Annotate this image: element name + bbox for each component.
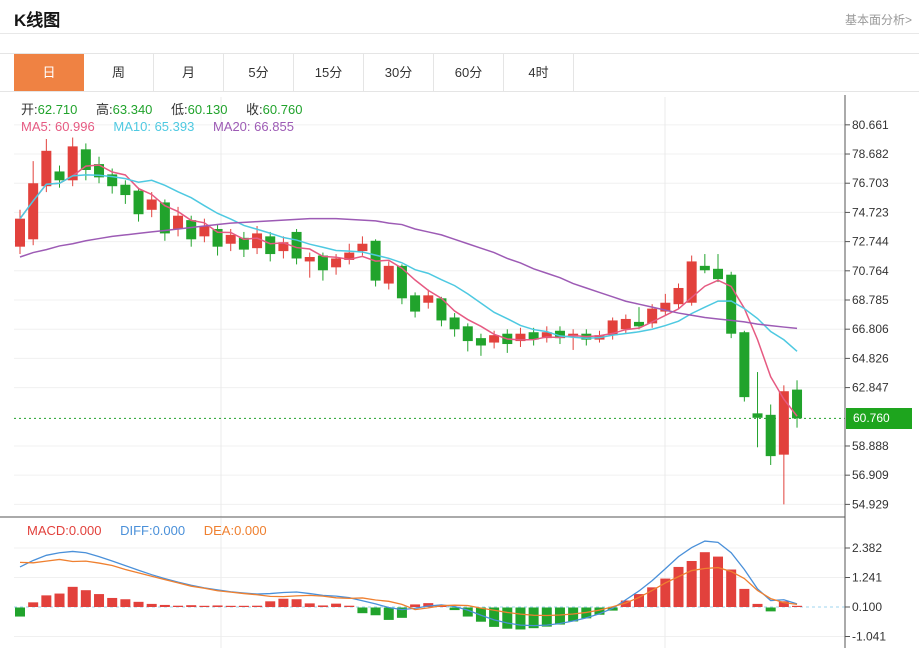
macd-chart[interactable]: 2.382 1.241 0.100 -1.041 <box>0 518 919 648</box>
open-value: 62.710 <box>37 102 78 117</box>
tab-month[interactable]: 月 <box>154 54 224 91</box>
svg-text:72.744: 72.744 <box>852 235 889 249</box>
close-value: 60.760 <box>262 102 303 117</box>
svg-text:68.785: 68.785 <box>852 293 889 307</box>
period-tabbar: 日 周 月 5分 15分 30分 60分 4时 <box>0 53 919 92</box>
main-candlestick-chart[interactable]: 80.661 78.682 76.703 74.723 72.744 70.764 68.7… <box>0 95 919 518</box>
svg-text:1.241: 1.241 <box>852 571 882 585</box>
ma5-readout: MA5: 60.996 <box>21 119 95 134</box>
svg-text:78.682: 78.682 <box>852 147 889 161</box>
page-title: K线图 <box>14 11 61 30</box>
ma-readout: MA5: 60.996 MA10: 65.393 MA20: 66.855 <box>21 119 309 134</box>
svg-text:-1.041: -1.041 <box>852 629 886 643</box>
high-value: 63.340 <box>112 102 153 117</box>
header-divider <box>0 33 919 34</box>
low-value: 60.130 <box>187 102 228 117</box>
svg-text:70.764: 70.764 <box>852 264 889 278</box>
ma20-readout: MA20: 66.855 <box>212 119 294 134</box>
tab-15min[interactable]: 15分 <box>294 54 364 91</box>
svg-text:74.723: 74.723 <box>852 205 889 219</box>
tab-30min[interactable]: 30分 <box>364 54 434 91</box>
svg-text:54.929: 54.929 <box>852 497 889 511</box>
svg-text:0.100: 0.100 <box>852 600 882 614</box>
close-label: 收: <box>246 102 263 117</box>
svg-text:80.661: 80.661 <box>852 118 889 132</box>
diff-value-readout: DIFF:0.000 <box>120 523 186 538</box>
svg-text:64.826: 64.826 <box>852 351 889 365</box>
macd-readout: MACD:0.000 DIFF:0.000 DEA:0.000 <box>27 523 282 538</box>
tab-week[interactable]: 周 <box>84 54 154 91</box>
fundamental-analysis-link[interactable]: 基本面分析> <box>844 13 912 27</box>
tab-60min[interactable]: 60分 <box>434 54 504 91</box>
current-price-badge: 60.760 <box>846 408 912 429</box>
ohlc-readout: 开:62.710 高:63.340 低:60.130 收:60.760 <box>21 99 317 118</box>
macd-value-readout: MACD:0.000 <box>27 523 102 538</box>
low-label: 低: <box>171 102 188 117</box>
tab-4hour[interactable]: 4时 <box>504 54 574 91</box>
open-label: 开: <box>21 102 38 117</box>
tab-5min[interactable]: 5分 <box>224 54 294 91</box>
ma10-readout: MA10: 65.393 <box>113 119 195 134</box>
high-label: 高: <box>96 102 113 117</box>
svg-text:2.382: 2.382 <box>852 541 882 555</box>
dea-value-readout: DEA:0.000 <box>203 523 267 538</box>
svg-text:56.909: 56.909 <box>852 468 889 482</box>
svg-text:76.703: 76.703 <box>852 176 889 190</box>
tab-day[interactable]: 日 <box>14 54 84 91</box>
svg-text:58.888: 58.888 <box>852 439 889 453</box>
svg-text:66.806: 66.806 <box>852 322 889 336</box>
svg-text:62.847: 62.847 <box>852 381 889 395</box>
